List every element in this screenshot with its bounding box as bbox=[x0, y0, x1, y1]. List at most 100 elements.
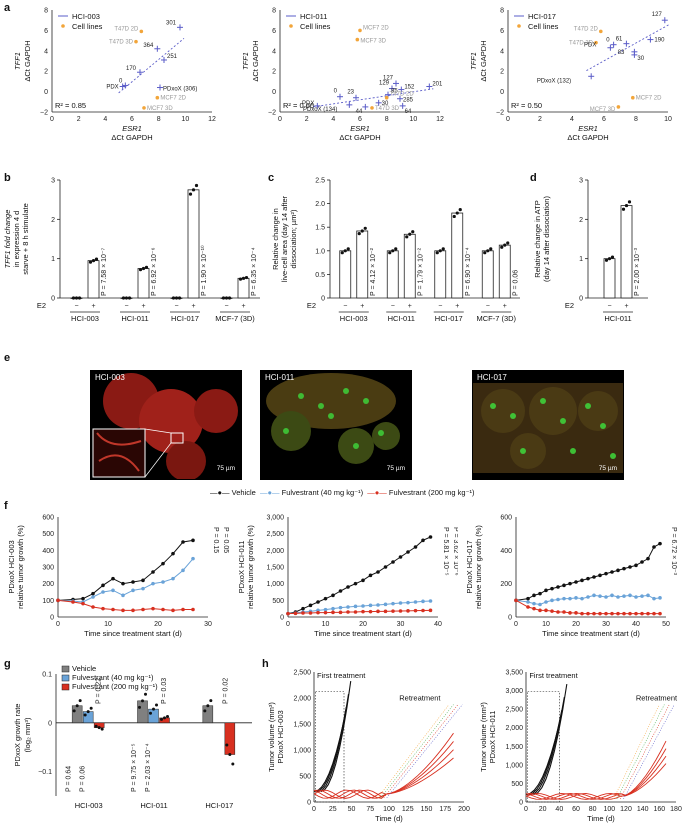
x-tick-label: 20 bbox=[572, 621, 580, 628]
series-point bbox=[376, 603, 380, 607]
y-axis-label: TFF1 bbox=[13, 52, 22, 70]
scale-label: 75 µm bbox=[598, 465, 617, 472]
y-tick-label: 600 bbox=[42, 515, 54, 522]
series-point bbox=[544, 608, 548, 613]
legend-vehicle-marker: —●— bbox=[210, 488, 230, 497]
y-tick-label: 400 bbox=[500, 548, 512, 555]
y-tick-label: 2,500 bbox=[505, 707, 523, 714]
point-label: 83 bbox=[618, 50, 625, 56]
data-dot bbox=[74, 296, 79, 300]
bar-chart-tff1: 0 1 2 3 TFF1 fold change in expression 4 d sta… bbox=[3, 178, 260, 323]
point-label: MCF7 3D bbox=[590, 107, 616, 113]
e2-sign: − bbox=[391, 303, 395, 310]
point-label: 64 bbox=[405, 109, 412, 115]
panel-letter-c: c bbox=[268, 172, 275, 184]
data-dot bbox=[144, 692, 147, 696]
data-dot bbox=[144, 265, 149, 269]
series-point bbox=[323, 610, 328, 615]
series-point bbox=[338, 589, 343, 593]
series-point bbox=[610, 570, 614, 574]
series-point bbox=[544, 600, 548, 604]
legend-fulv200-label: Fulvestrant (200 mg kg⁻¹) bbox=[388, 488, 475, 497]
series-point bbox=[421, 538, 425, 543]
y-tick-label: −2 bbox=[40, 110, 48, 117]
bar bbox=[498, 244, 511, 299]
group-label: HCI-017 bbox=[205, 801, 233, 810]
data-dot bbox=[394, 247, 398, 251]
y-tick-label: 0 bbox=[50, 615, 54, 622]
legend-fulv200-marker: —●— bbox=[367, 488, 387, 497]
retreatment-guide bbox=[377, 704, 450, 799]
cell-line-point bbox=[355, 37, 360, 42]
p-value: P = 0.03 bbox=[161, 678, 168, 704]
series-point bbox=[346, 585, 350, 589]
data-dot bbox=[121, 296, 126, 300]
point-label: MCF7 2D bbox=[636, 96, 662, 102]
data-dot bbox=[77, 296, 82, 300]
cell-line-point bbox=[631, 95, 635, 100]
line-chart-retreatment-hci011: 0 20 40 60 80 100 120 140 160 180 0 500 1,000 1,500 2,… bbox=[479, 670, 682, 824]
vehicle-curve bbox=[318, 694, 350, 793]
series-point bbox=[634, 611, 638, 616]
series-point bbox=[628, 611, 632, 616]
y-tick-label: 4 bbox=[500, 48, 504, 55]
x-tick-label: 6 bbox=[602, 116, 606, 123]
series-point bbox=[526, 605, 530, 609]
x-tick-label: 12 bbox=[436, 116, 444, 123]
micrograph-hci003-image bbox=[92, 373, 238, 479]
cell-line-point bbox=[142, 106, 146, 110]
group-label: HCI-011 bbox=[604, 314, 631, 323]
e2-sign: − bbox=[343, 303, 347, 310]
x-tick-label: 175 bbox=[439, 806, 451, 813]
micrograph-hci011: HCI-011 75 µm bbox=[260, 370, 412, 480]
point-label: MCF7 2D bbox=[363, 25, 389, 31]
series-point bbox=[562, 596, 566, 601]
r-squared: R² = 0.50 bbox=[511, 101, 542, 110]
group-label: MCF-7 (3D) bbox=[215, 314, 255, 323]
y-tick-label: 0.1 bbox=[42, 672, 52, 679]
micrograph-title: HCI-011 bbox=[265, 373, 295, 382]
series-point bbox=[361, 604, 365, 608]
series-point bbox=[56, 598, 60, 603]
series-point bbox=[101, 583, 105, 588]
p-value: P = 6.35 × 10⁻⁴ bbox=[251, 247, 258, 296]
group-label: HCI-017 bbox=[171, 314, 199, 323]
p-value: P = 0.15 bbox=[212, 527, 219, 553]
data-dot bbox=[231, 762, 235, 766]
y-tick-label: 8 bbox=[272, 8, 276, 15]
micrograph-hci011-image bbox=[266, 373, 400, 464]
y-tick-label: 0 bbox=[272, 89, 276, 96]
point-label: PDX bbox=[584, 43, 596, 49]
y-tick-label: 8 bbox=[44, 8, 48, 15]
data-dot bbox=[138, 705, 141, 709]
bar bbox=[620, 205, 633, 299]
point-label: T47D 2D bbox=[574, 26, 599, 32]
series-point bbox=[346, 610, 350, 614]
bar bbox=[603, 258, 616, 299]
cell-line-point bbox=[358, 28, 362, 33]
y-axis-label: Relative change in ATP bbox=[533, 200, 542, 277]
x-tick-label: 8 bbox=[385, 116, 389, 123]
group-label: MCF-7 (3D) bbox=[476, 314, 516, 323]
cell-line-point bbox=[616, 105, 621, 109]
series-point bbox=[101, 590, 105, 594]
y-tick-label: 2 bbox=[44, 69, 48, 76]
x-tick-label: 10 bbox=[664, 116, 672, 123]
series-point bbox=[658, 611, 662, 616]
y-tick-label: 1,500 bbox=[505, 744, 523, 751]
y-tick-label: 1,500 bbox=[293, 722, 311, 729]
data-dot bbox=[224, 296, 229, 300]
series-point bbox=[568, 581, 572, 586]
y-tick-label: 1,500 bbox=[266, 565, 284, 572]
data-dot bbox=[163, 716, 166, 720]
data-dot bbox=[357, 232, 361, 236]
x-tick-label: 10 bbox=[104, 621, 112, 628]
y-tick-label: 300 bbox=[42, 565, 54, 572]
p-value: P = 4.12 × 10⁻² bbox=[370, 247, 377, 296]
series-point bbox=[550, 598, 554, 603]
data-dot bbox=[97, 726, 101, 730]
e2-label: E2 bbox=[37, 301, 46, 310]
y-tick-label: 2,500 bbox=[293, 670, 311, 677]
e2-sign: − bbox=[74, 303, 78, 310]
